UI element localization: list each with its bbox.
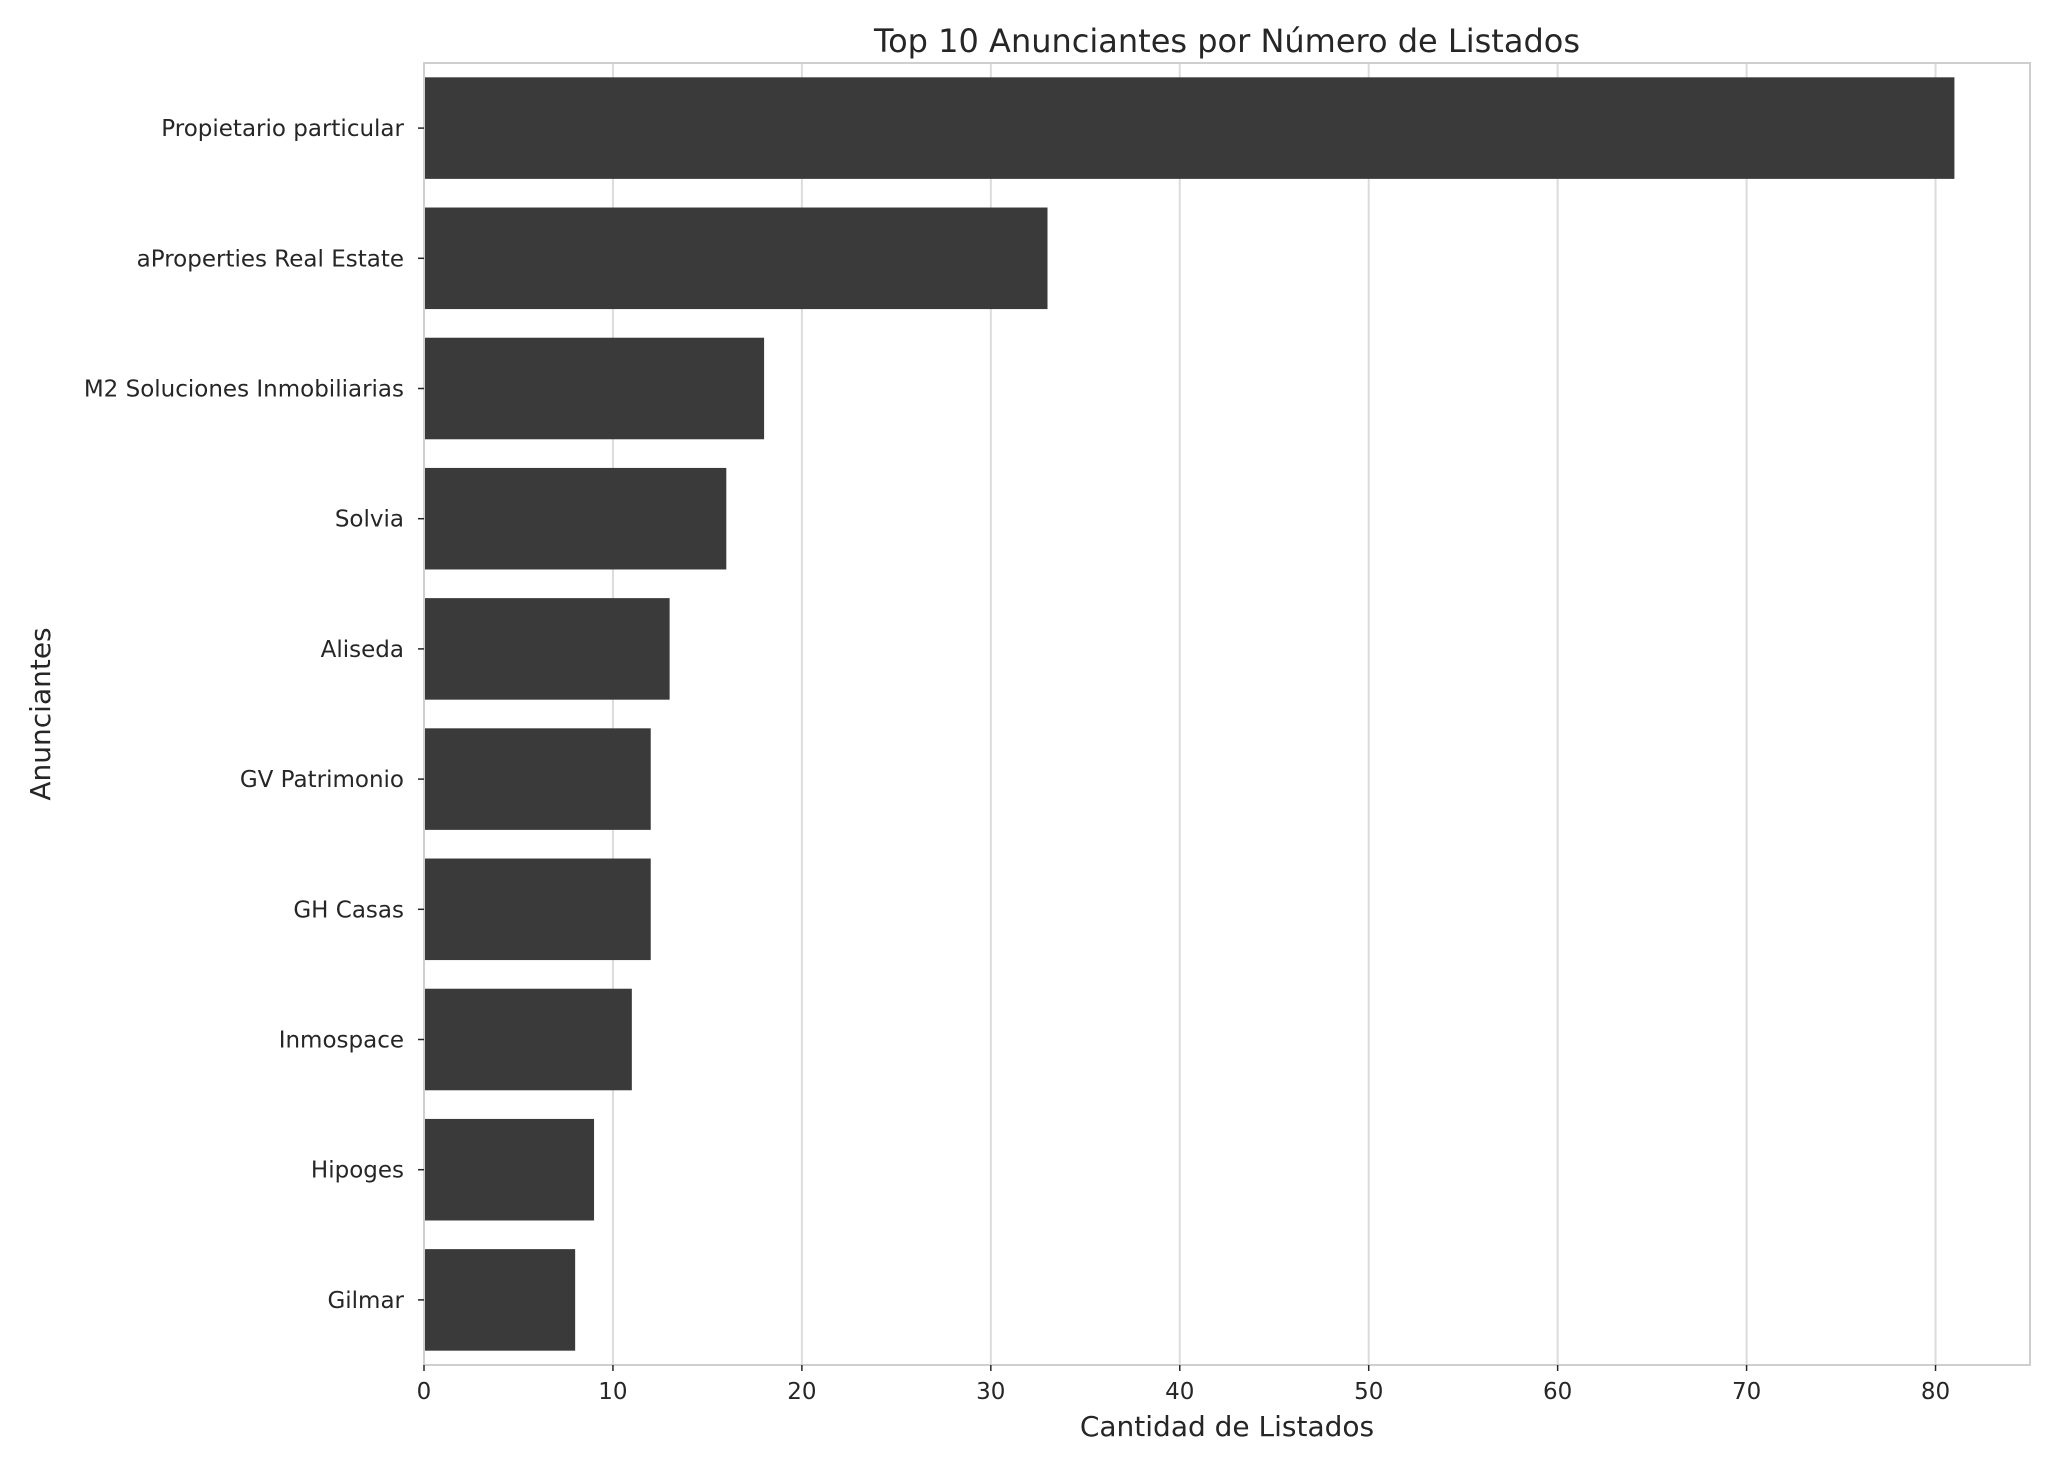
y-category-label: Hipoges xyxy=(311,1158,404,1184)
x-tick-label: 10 xyxy=(598,1379,627,1405)
x-tick-label: 0 xyxy=(417,1379,432,1405)
y-tick-layer: Propietario particular aProperties Real E… xyxy=(84,116,424,1314)
x-tick-label: 30 xyxy=(976,1379,1005,1405)
bar xyxy=(424,207,1048,310)
x-tick-label: 80 xyxy=(1921,1379,1950,1405)
y-category-label: Inmospace xyxy=(279,1028,404,1054)
y-axis-label: Anunciantes xyxy=(24,627,57,800)
x-tick-label: 40 xyxy=(1165,1379,1194,1405)
chart-title: Top 10 Anunciantes por Número de Listado… xyxy=(873,22,1580,60)
bar xyxy=(424,598,670,700)
x-tick-layer: 0 10 20 30 40 50 60 70 80 xyxy=(417,1365,1950,1405)
y-category-label: GV Patrimonio xyxy=(240,767,404,793)
bar xyxy=(424,858,651,961)
y-category-label: GH Casas xyxy=(293,897,404,923)
bar xyxy=(424,337,765,440)
x-axis-label: Cantidad de Listados xyxy=(1080,1410,1374,1443)
x-tick-label: 70 xyxy=(1732,1379,1761,1405)
y-category-label: Aliseda xyxy=(321,637,404,663)
bar xyxy=(424,988,632,1091)
plot-frame xyxy=(423,62,2031,1366)
bar xyxy=(424,77,1955,179)
x-tick-label: 60 xyxy=(1543,1379,1572,1405)
y-category-label: Propietario particular xyxy=(161,116,404,142)
x-tick-label: 20 xyxy=(787,1379,816,1405)
y-category-label: Solvia xyxy=(335,507,404,533)
y-category-label: Gilmar xyxy=(327,1288,404,1314)
x-tick-label: 50 xyxy=(1354,1379,1383,1405)
y-category-label: aProperties Real Estate xyxy=(137,246,404,272)
bar-layer xyxy=(424,77,1955,1351)
y-category-label: M2 Soluciones Inmobiliarias xyxy=(84,377,404,403)
bar xyxy=(424,1249,576,1351)
bar xyxy=(424,728,651,830)
bar xyxy=(424,1118,595,1221)
bar xyxy=(424,467,727,570)
